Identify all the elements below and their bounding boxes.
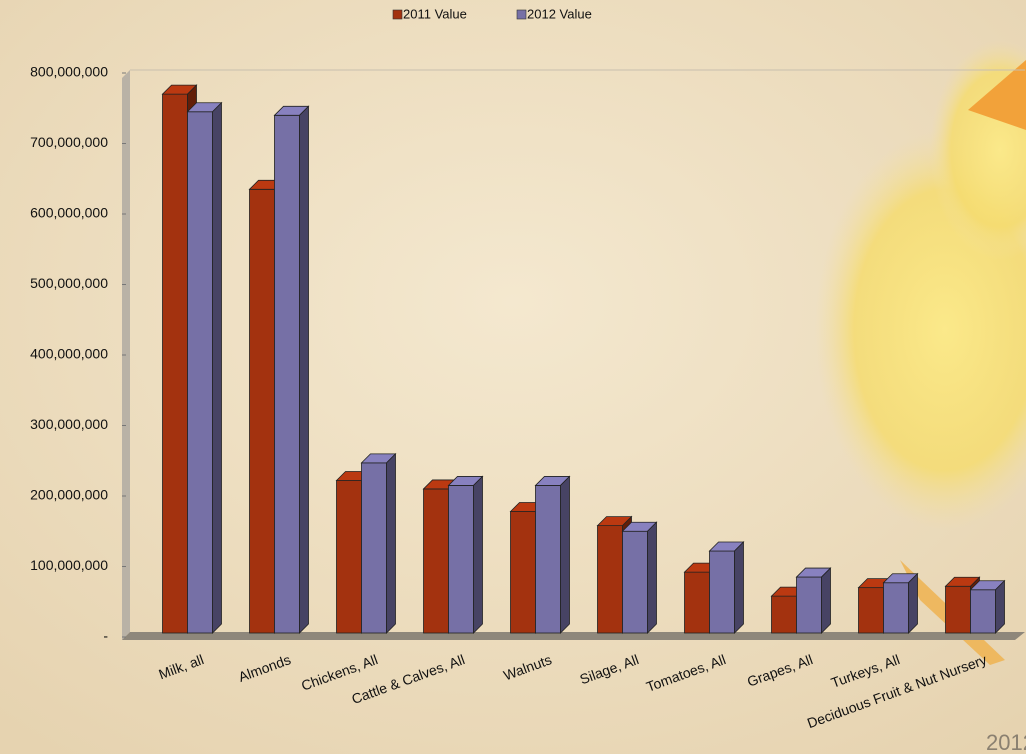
bar bbox=[447, 475, 484, 634]
y-tick-label: 200,000,000 bbox=[30, 487, 108, 503]
bar bbox=[621, 521, 658, 634]
y-tick-label: 400,000,000 bbox=[30, 346, 108, 362]
bar-front bbox=[535, 485, 561, 634]
bar-front bbox=[709, 550, 735, 634]
bar-side bbox=[647, 521, 657, 634]
bar-front bbox=[162, 93, 188, 634]
bar bbox=[273, 105, 310, 634]
bar bbox=[186, 101, 223, 634]
legend-label: 2012 Value bbox=[527, 6, 592, 21]
bar-side bbox=[995, 579, 1005, 634]
bar-side bbox=[734, 541, 744, 634]
legend-swatch bbox=[392, 9, 403, 20]
bar-front bbox=[336, 480, 362, 634]
footnote: 2012 6 bbox=[986, 730, 1026, 754]
bar-front bbox=[361, 462, 387, 634]
bar-side bbox=[908, 572, 918, 634]
bar-front bbox=[970, 589, 996, 634]
bar bbox=[360, 452, 397, 634]
bar-side bbox=[473, 475, 483, 634]
floor bbox=[122, 632, 1025, 640]
bar bbox=[795, 567, 832, 634]
bar-front bbox=[622, 530, 648, 634]
bar-front bbox=[597, 525, 623, 634]
y-tick-label: 500,000,000 bbox=[30, 275, 108, 291]
bar bbox=[534, 475, 571, 634]
bar-front bbox=[249, 188, 275, 634]
y-tick-label: 100,000,000 bbox=[30, 557, 108, 573]
bar-front bbox=[684, 571, 710, 634]
bar-front bbox=[858, 587, 884, 634]
bar-front bbox=[945, 585, 971, 634]
y-tick-label: 800,000,000 bbox=[30, 64, 108, 80]
bar-side bbox=[299, 105, 309, 634]
bar-side bbox=[560, 475, 570, 634]
bar-side bbox=[386, 452, 396, 634]
bar-front bbox=[423, 488, 449, 634]
y-tick-label: 600,000,000 bbox=[30, 205, 108, 221]
bar-front bbox=[510, 511, 536, 634]
bar-front bbox=[448, 485, 474, 634]
legend-swatch bbox=[516, 9, 527, 20]
bar-side bbox=[821, 567, 831, 634]
bar-front bbox=[187, 111, 213, 634]
bar-front bbox=[771, 595, 797, 634]
bar-front bbox=[274, 114, 300, 634]
y-tick-label: 700,000,000 bbox=[30, 134, 108, 150]
bar-front bbox=[796, 576, 822, 634]
bar bbox=[708, 541, 745, 634]
bar-side bbox=[212, 101, 222, 634]
y-tick-label: 300,000,000 bbox=[30, 416, 108, 432]
legend-label: 2011 Value bbox=[403, 6, 467, 21]
y-tick-label: - bbox=[103, 628, 108, 644]
bar bbox=[969, 579, 1006, 634]
bar bbox=[882, 572, 919, 634]
bar-front bbox=[883, 582, 909, 634]
